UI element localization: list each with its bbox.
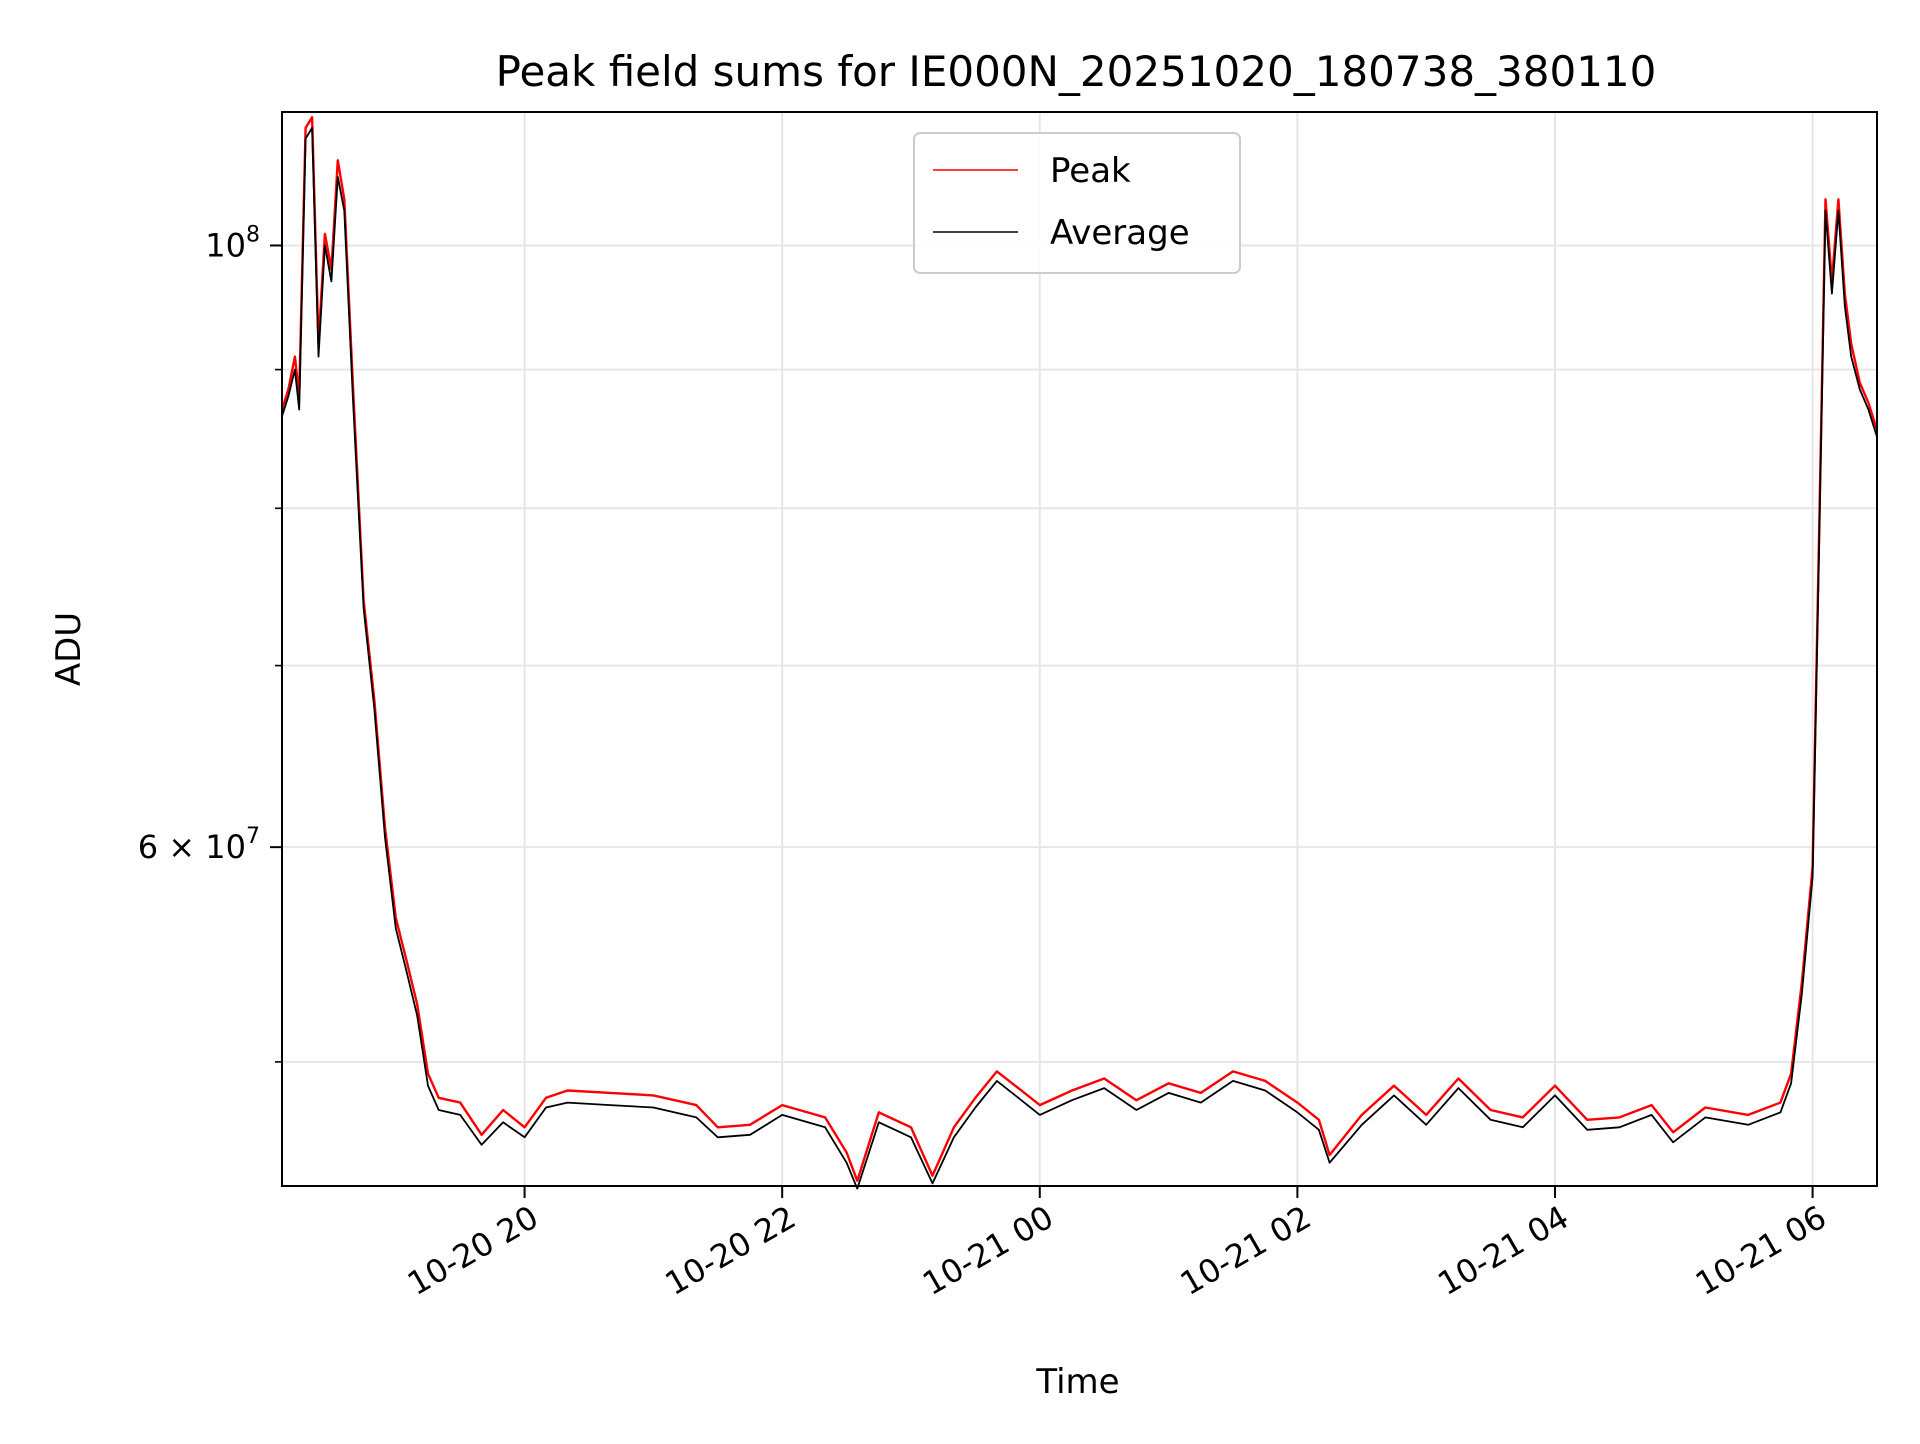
grid-layer	[282, 112, 1877, 1186]
y-tick-label: 6 × 107	[138, 824, 260, 866]
legend-box	[913, 132, 1241, 274]
legend-label-peak: Peak	[1050, 151, 1131, 191]
x-axis-label: Time	[1035, 1362, 1119, 1402]
legend-label-average: Average	[1050, 213, 1190, 253]
chart-title: Peak field sums for IE000N_20251020_1807…	[496, 47, 1657, 96]
y-tick-label: 108	[205, 222, 260, 264]
series-layer	[280, 116, 1879, 1190]
plot-frame	[281, 111, 1878, 1187]
series-line-average	[281, 127, 1878, 1190]
y-axis-label: ADU	[49, 612, 89, 686]
series-line-peak	[280, 116, 1879, 1182]
legend: Peak Average	[913, 132, 1241, 274]
